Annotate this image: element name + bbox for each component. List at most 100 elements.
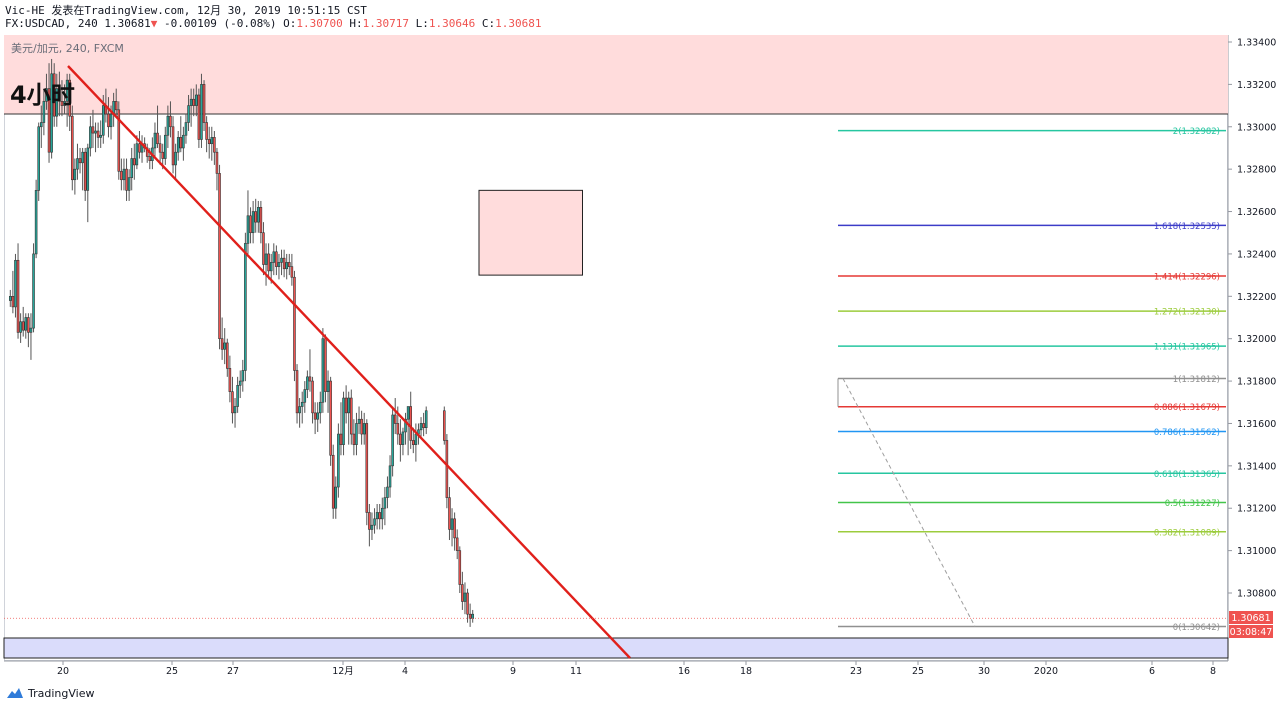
candle-body xyxy=(455,537,459,551)
candle xyxy=(125,158,128,201)
candle xyxy=(210,126,214,161)
candle xyxy=(47,63,51,163)
candle-body xyxy=(326,380,330,392)
candle-body xyxy=(342,397,345,445)
candle xyxy=(174,143,177,180)
candle-body xyxy=(182,134,185,149)
candle-body xyxy=(365,423,369,513)
candle xyxy=(145,143,149,163)
candle-body xyxy=(11,296,15,308)
candle-body xyxy=(285,262,288,270)
candle-body xyxy=(223,342,226,350)
candle xyxy=(282,249,286,278)
candle-body xyxy=(166,115,170,136)
candle-body xyxy=(71,115,74,181)
candle-body xyxy=(324,338,327,392)
candle-body xyxy=(259,207,263,234)
candle-body xyxy=(117,109,121,172)
candle-body xyxy=(370,524,374,530)
candle-body xyxy=(308,376,312,382)
low-value: 1.30646 xyxy=(428,17,476,30)
publish-info-text: Vic-HE 发表在TradingView.com, 12月 30, 2019 … xyxy=(5,4,367,17)
fib-level-label: 0.886(1.31679) xyxy=(1154,403,1220,413)
candle xyxy=(138,131,141,159)
candle-body xyxy=(401,431,405,445)
candle xyxy=(471,609,474,623)
candle-body xyxy=(205,122,208,140)
plot-frame xyxy=(4,35,1228,661)
candle-body xyxy=(179,137,183,149)
candle xyxy=(331,444,335,519)
fib-level-label: 2(1.32982) xyxy=(1173,127,1220,137)
candle xyxy=(406,406,410,456)
candle-body xyxy=(37,126,40,191)
candle xyxy=(344,385,348,424)
candle xyxy=(96,122,100,148)
candle xyxy=(300,391,304,424)
candle xyxy=(448,487,451,541)
candle-body xyxy=(83,151,87,191)
candle xyxy=(32,243,35,333)
candle xyxy=(365,419,369,526)
fib-level-label: 0.382(1.31089) xyxy=(1154,528,1220,538)
price-tick-label: 1.32400 xyxy=(1237,249,1276,260)
candle-body xyxy=(453,518,456,539)
candle-body xyxy=(42,101,46,123)
candle-body xyxy=(86,147,90,191)
last-price: 1.30681 xyxy=(104,17,151,30)
candle-body xyxy=(331,454,335,509)
candle xyxy=(83,147,87,201)
candle xyxy=(89,116,92,157)
candle-body xyxy=(414,433,418,445)
candle-body xyxy=(399,433,402,445)
candle xyxy=(368,503,371,547)
time-tick-label: 30 xyxy=(978,666,990,677)
candle-body xyxy=(272,251,276,263)
fib-level-label: 1(1.31812) xyxy=(1173,375,1220,385)
candle xyxy=(393,398,397,435)
candle xyxy=(195,84,198,117)
candle xyxy=(14,253,17,318)
candle xyxy=(99,120,102,148)
candle xyxy=(42,88,46,136)
time-tick-label: 11 xyxy=(570,666,582,677)
candle-body xyxy=(381,507,384,520)
candle xyxy=(424,406,428,435)
candle xyxy=(280,249,283,276)
candle-body xyxy=(319,401,322,414)
candle xyxy=(158,135,162,165)
candle-body xyxy=(321,338,325,403)
candle xyxy=(249,207,252,244)
candle-body xyxy=(220,338,224,350)
candle xyxy=(197,88,201,148)
candle xyxy=(383,487,387,526)
candle xyxy=(277,253,281,280)
candle-body xyxy=(448,497,451,530)
candle-body xyxy=(138,143,141,153)
chart-watermark: 美元/加元, 240, FXCM xyxy=(11,42,124,55)
candle xyxy=(316,402,319,432)
candle-body xyxy=(396,423,400,435)
candle xyxy=(262,222,265,276)
candle-body xyxy=(91,126,95,134)
candle xyxy=(37,122,40,201)
candle xyxy=(76,143,79,180)
candle-body xyxy=(419,423,423,431)
time-tick-label: 8 xyxy=(1210,666,1216,677)
candle xyxy=(285,253,288,280)
candle xyxy=(419,417,423,439)
candle xyxy=(311,376,314,424)
candle xyxy=(468,603,472,627)
candle-body xyxy=(412,440,415,445)
open-label: O: xyxy=(283,17,297,30)
candle-body xyxy=(267,253,270,272)
candle-body xyxy=(184,122,188,136)
candle xyxy=(176,131,180,161)
candle xyxy=(375,503,379,530)
candle xyxy=(24,313,28,339)
candle xyxy=(9,289,12,307)
candle-body xyxy=(236,385,239,407)
candle-body xyxy=(215,151,219,174)
candle xyxy=(401,427,405,456)
